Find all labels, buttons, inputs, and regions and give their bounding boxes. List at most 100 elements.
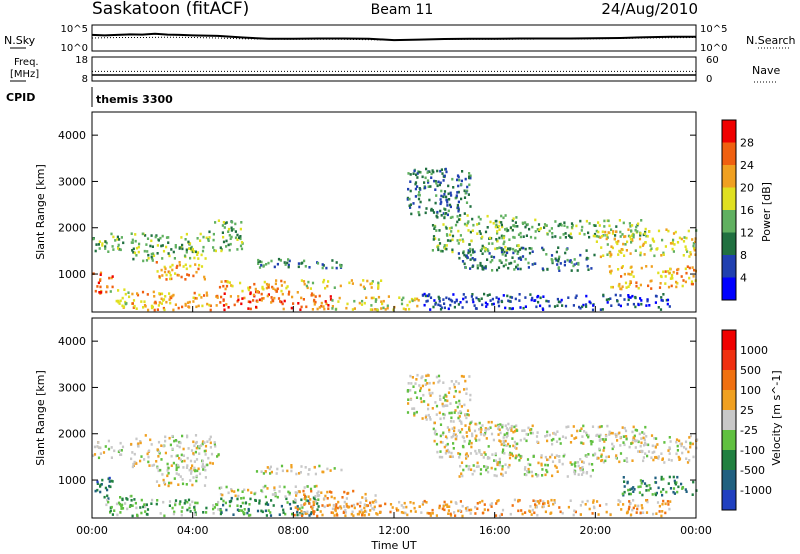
range-cell	[361, 299, 364, 303]
range-cell	[257, 262, 260, 265]
range-cell	[442, 396, 445, 399]
range-cell	[99, 490, 102, 494]
range-cell	[539, 296, 542, 300]
range-cell	[449, 514, 453, 517]
range-cell	[457, 416, 460, 420]
range-cell	[498, 236, 501, 240]
range-cell	[684, 267, 687, 271]
range-cell	[454, 501, 457, 504]
range-cell	[627, 488, 630, 492]
range-cell	[475, 439, 478, 442]
range-cell	[168, 271, 171, 274]
range-cell	[134, 501, 137, 505]
range-cell	[437, 238, 441, 241]
range-cell	[578, 232, 581, 235]
range-cell	[668, 507, 671, 511]
range-cell	[465, 392, 468, 395]
range-cell	[256, 300, 259, 303]
range-cell	[273, 488, 276, 492]
range-cell	[478, 501, 481, 504]
range-cell	[131, 504, 134, 507]
range-cell	[237, 494, 240, 498]
velocity-colorbar-frame	[721, 329, 737, 511]
range-cell	[201, 440, 205, 443]
range-cell	[168, 481, 171, 485]
range-cell	[182, 466, 185, 469]
range-cell	[604, 438, 607, 441]
range-cell	[603, 440, 606, 443]
range-cell	[414, 182, 417, 186]
range-cell	[418, 384, 421, 387]
range-cell	[255, 470, 259, 473]
range-cell	[258, 502, 261, 505]
range-cell	[331, 511, 335, 515]
range-cell	[478, 450, 481, 454]
range-cell	[580, 473, 584, 476]
range-cell	[583, 233, 586, 236]
range-cell	[184, 499, 187, 502]
range-cell	[497, 461, 500, 464]
range-cell	[216, 294, 219, 298]
range-cell	[148, 464, 151, 467]
range-cell	[110, 232, 113, 236]
range-cell	[309, 487, 313, 491]
range-cell	[451, 177, 454, 181]
range-cell	[344, 508, 347, 512]
range-cell	[647, 450, 651, 453]
range-cell	[518, 293, 521, 296]
range-cell	[165, 236, 169, 239]
range-cell	[675, 280, 678, 284]
range-cell	[397, 508, 400, 512]
range-cell	[661, 238, 664, 242]
range-cell	[329, 469, 332, 472]
range-cell	[337, 500, 340, 504]
range-cell	[109, 509, 112, 513]
range-cell	[654, 301, 657, 304]
range-cell	[135, 462, 138, 465]
range-cell	[680, 237, 683, 241]
range-cell	[655, 247, 658, 251]
range-cell	[457, 429, 460, 432]
range-cell	[689, 445, 692, 449]
range-cell	[509, 426, 512, 430]
range-cell	[505, 432, 509, 435]
range-cell	[352, 503, 356, 507]
range-cell	[298, 490, 301, 493]
range-cell	[581, 468, 584, 471]
range-cell	[230, 229, 233, 232]
range-cell	[117, 300, 120, 304]
range-cell	[230, 488, 233, 491]
range-cell	[483, 451, 486, 454]
range-cell	[629, 235, 632, 239]
range-cell	[498, 228, 501, 231]
range-cell	[234, 494, 237, 498]
range-cell	[668, 305, 671, 308]
range-cell	[179, 500, 182, 503]
range-cell	[418, 193, 421, 197]
range-cell	[500, 513, 503, 516]
range-cell	[284, 263, 287, 266]
range-cell	[614, 432, 617, 436]
range-cell	[655, 456, 658, 459]
range-cell	[137, 250, 140, 254]
power-colorbar-swatch-7	[722, 120, 736, 143]
range-cell	[531, 296, 534, 300]
range-cell	[496, 463, 499, 466]
range-cell	[531, 431, 534, 435]
range-cell	[561, 462, 564, 466]
range-cell	[157, 239, 160, 242]
range-cell	[324, 494, 327, 498]
range-cell	[490, 420, 493, 424]
range-cell	[525, 432, 528, 436]
range-cell	[409, 206, 412, 209]
range-cell	[204, 444, 208, 448]
range-cell	[460, 179, 463, 183]
range-cell	[319, 510, 322, 513]
range-cell	[534, 499, 537, 503]
range-cell	[457, 218, 461, 221]
range-cell	[146, 452, 149, 456]
range-cell	[642, 242, 645, 246]
range-cell	[483, 433, 486, 436]
range-cell	[239, 505, 242, 508]
range-cell	[677, 455, 680, 459]
